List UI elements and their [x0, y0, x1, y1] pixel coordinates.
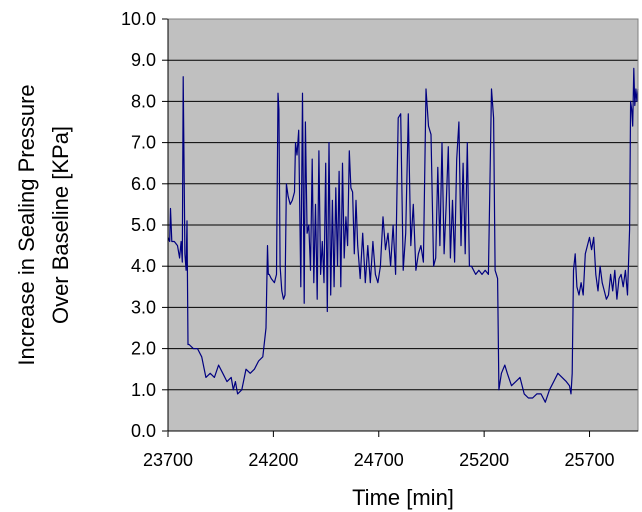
y-tick-label: 3.0: [131, 297, 156, 317]
y-tick-label: 6.0: [131, 174, 156, 194]
data-series: [167, 67, 639, 403]
x-tick-labels: 23700 24200 24700 25200 25700: [143, 450, 615, 470]
x-tick-label: 23700: [143, 450, 193, 470]
y-tick-label: 4.0: [131, 256, 156, 276]
y-axis-title-line-2: Over Baseline [KPa]: [48, 126, 73, 324]
x-tick-label: 25700: [564, 450, 614, 470]
x-tick-label: 25200: [459, 450, 509, 470]
series-line: [167, 67, 639, 403]
y-tick-label: 10.0: [121, 9, 156, 29]
y-tick-label: 8.0: [131, 91, 156, 111]
y-tick-label: 1.0: [131, 380, 156, 400]
axes: [167, 18, 639, 432]
x-tick-label: 24200: [248, 450, 298, 470]
y-tick-label: 2.0: [131, 339, 156, 359]
x-tick-label: 24700: [354, 450, 404, 470]
x-axis-title: Time [min]: [352, 485, 454, 510]
y-tick-labels: 0.0 1.0 2.0 3.0 4.0 5.0 6.0 7.0 8.0 9.0 10.0: [121, 9, 156, 441]
y-tick-label: 0.0: [131, 421, 156, 441]
y-axis-title-line-1: Increase in Sealing Pressure: [14, 84, 39, 365]
y-tick-label: 9.0: [131, 50, 156, 70]
y-axis-title: Increase in Sealing Pressure Over Baseli…: [14, 84, 73, 365]
y-tick-label: 5.0: [131, 215, 156, 235]
y-tick-label: 7.0: [131, 133, 156, 153]
